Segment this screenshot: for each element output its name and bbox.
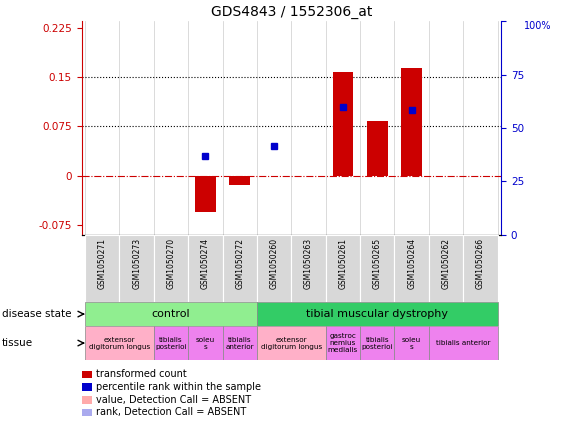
Text: GSM1050272: GSM1050272 (235, 238, 244, 289)
Text: tibial muscular dystrophy: tibial muscular dystrophy (306, 309, 448, 319)
Text: value, Detection Call = ABSENT: value, Detection Call = ABSENT (96, 395, 251, 405)
Bar (154, 235, 188, 302)
Bar (119, 235, 154, 302)
Bar (333, 72, 353, 176)
Bar (257, 326, 326, 360)
Text: GSM1050263: GSM1050263 (304, 238, 313, 289)
Bar (360, 326, 395, 360)
Bar (429, 326, 498, 360)
Text: GSM1050271: GSM1050271 (98, 238, 107, 289)
Text: disease state: disease state (2, 309, 71, 319)
Text: tibialis
posterioi: tibialis posterioi (361, 337, 393, 349)
Bar (222, 326, 257, 360)
Bar (222, 235, 257, 302)
Text: percentile rank within the sample: percentile rank within the sample (96, 382, 261, 392)
Text: gastroc
nemius
medialis: gastroc nemius medialis (328, 333, 358, 353)
Bar (85, 235, 119, 302)
Text: control: control (151, 309, 190, 319)
Bar (188, 326, 222, 360)
Text: GSM1050261: GSM1050261 (338, 238, 347, 289)
Text: soleu
s: soleu s (402, 337, 421, 349)
Text: extensor
digitorum longus: extensor digitorum longus (89, 337, 150, 349)
Text: GSM1050266: GSM1050266 (476, 238, 485, 289)
Bar (85, 326, 154, 360)
Bar (257, 235, 292, 302)
Text: transformed count: transformed count (96, 369, 186, 379)
Text: tissue: tissue (2, 338, 33, 348)
Text: extensor
digitorum longus: extensor digitorum longus (261, 337, 322, 349)
Bar (195, 176, 216, 212)
Text: GSM1050274: GSM1050274 (201, 238, 210, 289)
Text: tibialis
anterior: tibialis anterior (225, 337, 254, 349)
Bar (429, 235, 463, 302)
Bar (85, 302, 257, 326)
Bar (395, 235, 429, 302)
Bar (395, 326, 429, 360)
Bar (292, 235, 326, 302)
Text: GSM1050262: GSM1050262 (441, 238, 450, 289)
Text: tibialis
posterioi: tibialis posterioi (155, 337, 187, 349)
Bar (230, 176, 250, 185)
Text: soleu
s: soleu s (196, 337, 215, 349)
Text: GSM1050273: GSM1050273 (132, 238, 141, 289)
Bar (257, 302, 498, 326)
Bar (360, 235, 395, 302)
Text: GSM1050264: GSM1050264 (407, 238, 416, 289)
Text: GSM1050270: GSM1050270 (167, 238, 176, 289)
Text: rank, Detection Call = ABSENT: rank, Detection Call = ABSENT (96, 407, 246, 418)
Text: tibialis anterior: tibialis anterior (436, 340, 490, 346)
Text: 100%: 100% (524, 21, 552, 31)
Bar (463, 235, 498, 302)
Text: GSM1050265: GSM1050265 (373, 238, 382, 289)
Bar (401, 69, 422, 176)
Text: GSM1050260: GSM1050260 (270, 238, 279, 289)
Bar (326, 326, 360, 360)
Bar (188, 235, 222, 302)
Bar (154, 326, 188, 360)
Bar (326, 235, 360, 302)
Title: GDS4843 / 1552306_at: GDS4843 / 1552306_at (211, 5, 372, 19)
Bar (367, 121, 387, 176)
